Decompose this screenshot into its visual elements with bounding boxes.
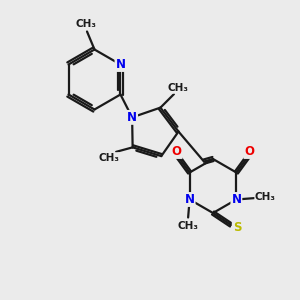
Text: CH₃: CH₃ bbox=[75, 19, 96, 29]
Text: N: N bbox=[231, 193, 242, 206]
Text: O: O bbox=[244, 145, 254, 158]
Text: S: S bbox=[233, 221, 241, 234]
Text: CH₃: CH₃ bbox=[255, 191, 276, 202]
Text: O: O bbox=[172, 145, 182, 158]
Text: N: N bbox=[184, 193, 195, 206]
Text: N: N bbox=[116, 58, 125, 71]
Text: CH₃: CH₃ bbox=[167, 83, 188, 93]
Text: CH₃: CH₃ bbox=[98, 153, 119, 163]
Text: CH₃: CH₃ bbox=[178, 221, 199, 231]
Text: N: N bbox=[127, 111, 137, 124]
